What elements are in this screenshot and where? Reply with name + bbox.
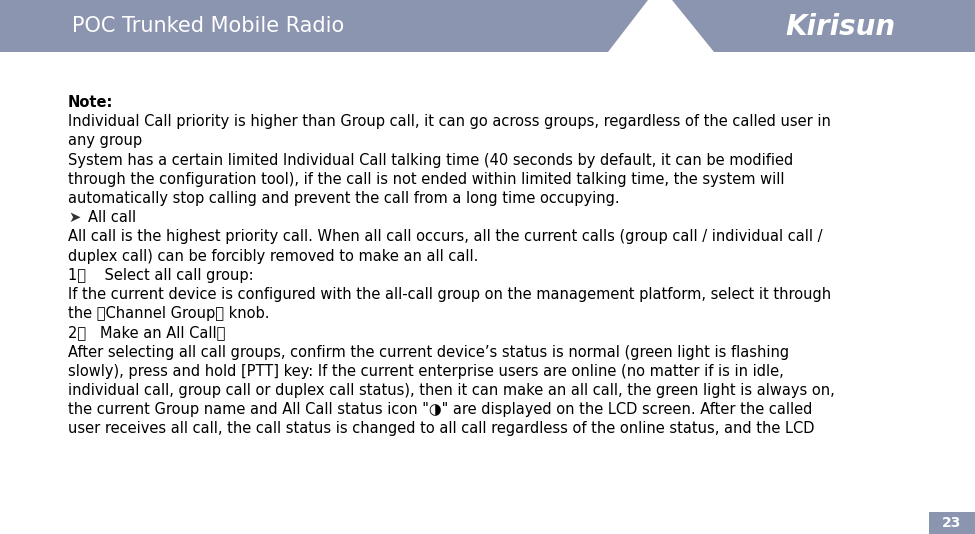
Text: ➤: ➤ [68,210,80,225]
Text: If the current device is configured with the all-call group on the management pl: If the current device is configured with… [68,287,831,302]
Text: slowly), press and hold [PTT] key: If the current enterprise users are online (n: slowly), press and hold [PTT] key: If th… [68,364,784,379]
Text: the 【Channel Group】 knob.: the 【Channel Group】 knob. [68,306,269,321]
Text: through the configuration tool), if the call is not ended within limited talking: through the configuration tool), if the … [68,172,785,187]
Text: 23: 23 [942,516,961,530]
Text: Kirisun: Kirisun [785,13,895,41]
Text: Individual Call priority is higher than Group call, it can go across groups, reg: Individual Call priority is higher than … [68,114,831,129]
Text: automatically stop calling and prevent the call from a long time occupying.: automatically stop calling and prevent t… [68,191,620,206]
Polygon shape [0,0,648,52]
Text: user receives all call, the call status is changed to all call regardless of the: user receives all call, the call status … [68,421,814,436]
Polygon shape [672,0,975,52]
Text: 1）    Select all call group:: 1） Select all call group: [68,268,254,283]
Text: All call is the highest priority call. When all call occurs, all the current cal: All call is the highest priority call. W… [68,230,823,245]
Text: Note:: Note: [68,95,113,110]
Text: POC Trunked Mobile Radio: POC Trunked Mobile Radio [72,16,344,36]
Text: duplex call) can be forcibly removed to make an all call.: duplex call) can be forcibly removed to … [68,249,479,264]
Polygon shape [929,512,975,534]
Text: individual call, group call or duplex call status), then it can make an all call: individual call, group call or duplex ca… [68,383,835,398]
Text: any group: any group [68,134,142,148]
Text: After selecting all call groups, confirm the current device’s status is normal (: After selecting all call groups, confirm… [68,344,789,359]
Text: 2）   Make an All Call：: 2） Make an All Call： [68,325,225,340]
Text: System has a certain limited Individual Call talking time (40 seconds by default: System has a certain limited Individual … [68,153,794,168]
Text: All call: All call [88,210,136,225]
Text: the current Group name and All Call status icon "◑" are displayed on the LCD scr: the current Group name and All Call stat… [68,402,812,417]
